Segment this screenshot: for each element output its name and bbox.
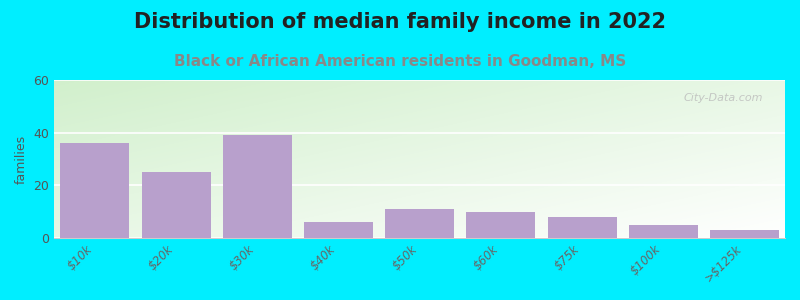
Bar	[222, 135, 292, 238]
Bar	[466, 212, 535, 238]
Bar	[710, 230, 779, 238]
Bar	[304, 222, 373, 238]
Bar	[142, 172, 210, 238]
Text: Black or African American residents in Goodman, MS: Black or African American residents in G…	[174, 54, 626, 69]
Bar	[547, 217, 617, 238]
Bar	[60, 143, 130, 238]
Text: Distribution of median family income in 2022: Distribution of median family income in …	[134, 12, 666, 32]
Bar	[629, 225, 698, 238]
Bar	[385, 209, 454, 238]
Y-axis label: families: families	[15, 134, 28, 184]
Text: City-Data.com: City-Data.com	[683, 93, 763, 103]
